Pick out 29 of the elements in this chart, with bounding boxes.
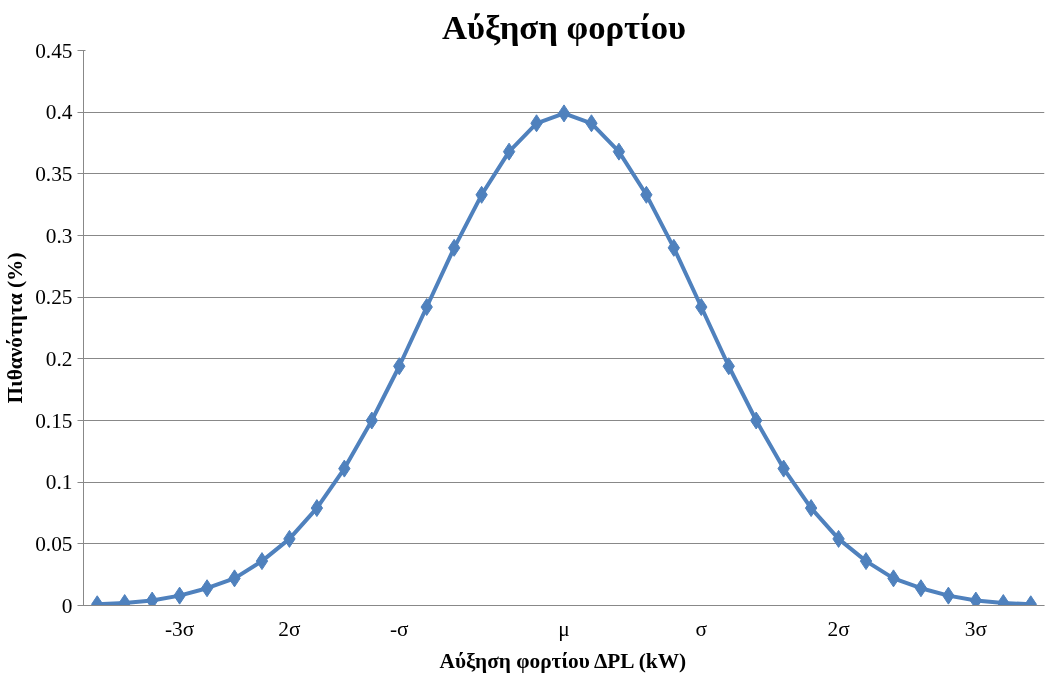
y-tick-label: 0.35 — [35, 161, 73, 186]
point — [612, 142, 626, 161]
point — [255, 552, 269, 571]
y-tick-label: 0.45 — [35, 38, 73, 63]
x-axis-title: Αύξηση φορτίου ΔPL (kW) — [439, 648, 687, 673]
y-tick-label: 0.2 — [45, 346, 73, 371]
y-tick-label: 0.4 — [45, 100, 73, 125]
y-tick-label: 0.05 — [35, 531, 73, 556]
y-tick-label: 0.3 — [45, 223, 73, 248]
point — [200, 579, 214, 598]
y-tick-label: 0.15 — [35, 408, 73, 433]
point — [502, 142, 516, 161]
x-tick-label: 2σ — [278, 616, 302, 641]
y-tick-label: 0.25 — [35, 285, 73, 310]
x-tick-label: σ — [695, 616, 708, 641]
y-axis-title: Πιθανότητα (%) — [3, 252, 28, 404]
x-tick-label: μ — [558, 616, 570, 641]
y-tick-label: 0.1 — [45, 470, 73, 495]
point — [859, 552, 873, 571]
point — [310, 499, 324, 518]
chart-title: Αύξηση φορτίου — [441, 7, 687, 46]
x-tick-label: -σ — [389, 616, 410, 641]
x-tick-label: 3σ — [964, 616, 988, 641]
x-tick-label: -3σ — [164, 616, 195, 641]
y-tick-label: 0 — [61, 593, 73, 618]
point — [804, 499, 818, 518]
point — [914, 579, 928, 598]
x-tick-label: 2σ — [827, 616, 851, 641]
point — [557, 104, 571, 123]
